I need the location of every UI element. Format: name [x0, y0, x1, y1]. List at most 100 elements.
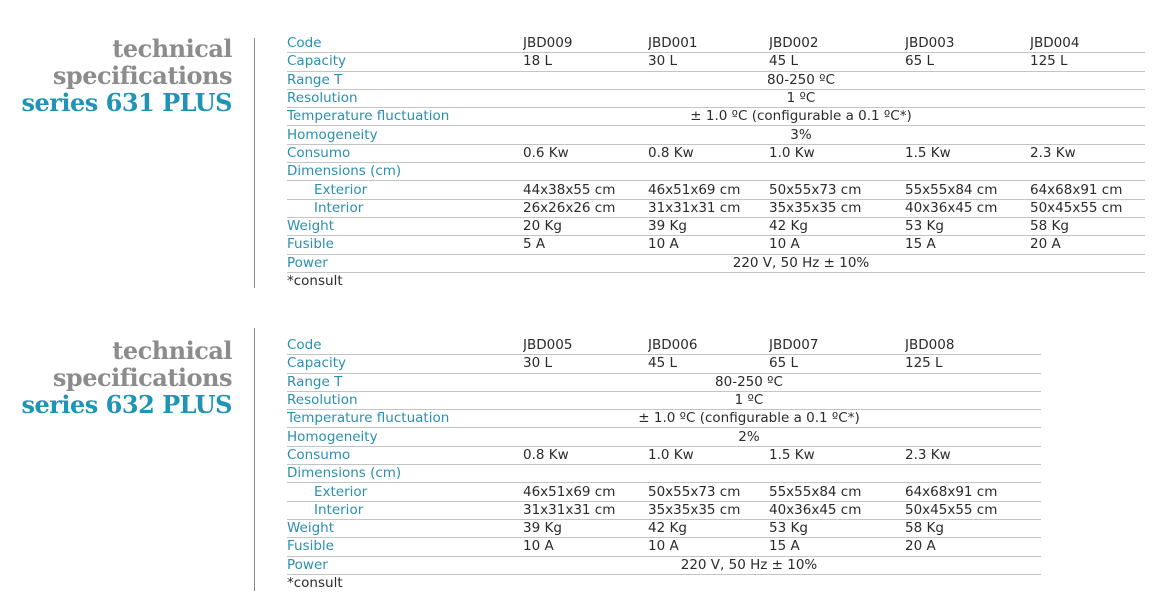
spec-row: Weight 39 Kg 42 Kg 53 Kg 58 Kg: [287, 519, 1041, 539]
spec-row: Power 220 V, 50 Hz ± 10%: [287, 254, 1145, 273]
row-label: Homogeneity: [287, 427, 523, 447]
model-code: JBD005: [523, 337, 648, 356]
spec-value: 220 V, 50 Hz ± 10%: [523, 254, 1145, 273]
spec-value: 125 L: [1030, 52, 1145, 72]
spec-value: 35x35x35 cm: [769, 199, 905, 218]
spec-value: 1.0 Kw: [648, 446, 769, 466]
row-label: Exterior: [287, 180, 523, 200]
spec-value: 10 A: [648, 235, 769, 255]
spec-value: 1.5 Kw: [905, 144, 1030, 164]
spec-value: 45 L: [769, 52, 905, 72]
row-label: Interior: [287, 199, 523, 218]
spec-value: 50x45x55 cm: [905, 501, 1041, 520]
spec-table: Code JBD009 JBD001 JBD002 JBD003 JBD004 Capaci…: [287, 35, 1145, 290]
spec-value: 65 L: [769, 354, 905, 374]
spec-row: Temperature fluctuation ± 1.0 ºC (configu…: [287, 409, 1041, 429]
row-label: Capacity: [287, 52, 523, 72]
spec-value: 26x26x26 cm: [523, 199, 648, 218]
header-row: Code JBD009 JBD001 JBD002 JBD003 JBD004: [287, 35, 1145, 54]
spec-row: Dimensions (cm): [287, 162, 1145, 182]
spec-value: 10 A: [523, 537, 648, 557]
row-label: Fusible: [287, 235, 523, 255]
spec-value: 35x35x35 cm: [648, 501, 769, 520]
spec-value: 15 A: [905, 235, 1030, 255]
empty-cell: [523, 162, 1145, 182]
spec-row: Resolution 1 ºC: [287, 391, 1041, 411]
heading-line: technical: [112, 34, 232, 63]
spec-value: 2.3 Kw: [905, 446, 1041, 466]
spec-value: 64x68x91 cm: [905, 482, 1041, 502]
row-label: Consumo: [287, 446, 523, 466]
row-label: Power: [287, 254, 523, 273]
model-code: JBD007: [769, 337, 905, 356]
model-code: JBD006: [648, 337, 769, 356]
spec-value: 80-250 ºC: [523, 71, 1145, 90]
spec-value: 55x55x84 cm: [769, 482, 905, 502]
spec-value: 31x31x31 cm: [523, 501, 648, 520]
row-label: Resolution: [287, 89, 523, 109]
spec-value: 31x31x31 cm: [648, 199, 769, 218]
spec-value: 15 A: [769, 537, 905, 557]
heading-line: specifications: [52, 61, 233, 90]
spec-value: 46x51x69 cm: [648, 180, 769, 200]
model-code: JBD003: [905, 35, 1030, 54]
spec-value: 65 L: [905, 52, 1030, 72]
heading-line: technical: [112, 336, 232, 365]
model-code: JBD002: [769, 35, 905, 54]
spec-value: 30 L: [523, 354, 648, 374]
spec-value: 20 A: [1030, 235, 1145, 255]
spec-row: Exterior 44x38x55 cm 46x51x69 cm 50x55x73 c…: [287, 180, 1145, 200]
model-code: JBD004: [1030, 35, 1145, 54]
spec-value: ± 1.0 ºC (configurable a 0.1 ºC*): [523, 409, 1041, 429]
model-code: JBD008: [905, 337, 1041, 356]
row-label: Dimensions (cm): [287, 464, 523, 484]
heading-line: series 631 PLUS: [21, 88, 232, 117]
footnote-row: *consult: [287, 272, 1145, 290]
spec-value: 10 A: [769, 235, 905, 255]
spec-value: 1.0 Kw: [769, 144, 905, 164]
row-label: Dimensions (cm): [287, 162, 523, 182]
spec-value: 42 Kg: [769, 217, 905, 237]
spec-value: 39 Kg: [523, 519, 648, 539]
spec-value: 40x36x45 cm: [905, 199, 1030, 218]
spec-row: Interior 31x31x31 cm 35x35x35 cm 40x36x45 c…: [287, 501, 1041, 520]
spec-value: 44x38x55 cm: [523, 180, 648, 200]
section-heading: technical specifications series 631 PLUS: [0, 35, 232, 116]
section-heading: technical specifications series 632 PLUS: [0, 337, 232, 418]
divider: [254, 328, 255, 591]
spec-row: Consumo 0.8 Kw 1.0 Kw 1.5 Kw 2.3 Kw: [287, 446, 1041, 466]
spec-row: Capacity 30 L 45 L 65 L 125 L: [287, 354, 1041, 374]
row-label: Temperature fluctuation: [287, 107, 523, 127]
spec-value: 58 Kg: [905, 519, 1041, 539]
spec-value: 18 L: [523, 52, 648, 72]
spec-value: 10 A: [648, 537, 769, 557]
row-label: Resolution: [287, 391, 523, 411]
spec-row: Exterior 46x51x69 cm 50x55x73 cm 55x55x84 c…: [287, 482, 1041, 502]
row-label: Fusible: [287, 537, 523, 557]
spec-value: 46x51x69 cm: [523, 482, 648, 502]
row-label: Code: [287, 35, 523, 54]
spec-row: Resolution 1 ºC: [287, 89, 1145, 109]
row-label: Interior: [287, 501, 523, 520]
spec-value: 5 A: [523, 235, 648, 255]
spec-table: Code JBD005 JBD006 JBD007 JBD008 Capacity 30 L…: [287, 337, 1041, 592]
row-label: Exterior: [287, 482, 523, 502]
row-label: Code: [287, 337, 523, 356]
row-label: Range T: [287, 71, 523, 90]
row-label: Temperature fluctuation: [287, 409, 523, 429]
spec-value: 53 Kg: [905, 217, 1030, 237]
footnote: *consult: [287, 575, 343, 591]
spec-value: 0.8 Kw: [648, 144, 769, 164]
table-body: Code JBD009 JBD001 JBD002 JBD003 JBD004 Capaci…: [287, 35, 1145, 290]
spec-value: 53 Kg: [769, 519, 905, 539]
spec-value: 3%: [523, 125, 1145, 145]
spec-value: 0.6 Kw: [523, 144, 648, 164]
heading-line: specifications: [52, 363, 233, 392]
row-label: Weight: [287, 217, 523, 237]
model-code: JBD001: [648, 35, 769, 54]
row-label: Capacity: [287, 354, 523, 374]
spec-row: Consumo 0.6 Kw 0.8 Kw 1.0 Kw 1.5 Kw 2.3 Kw: [287, 144, 1145, 164]
spec-row: Dimensions (cm): [287, 464, 1041, 484]
header-row: Code JBD005 JBD006 JBD007 JBD008: [287, 337, 1041, 356]
